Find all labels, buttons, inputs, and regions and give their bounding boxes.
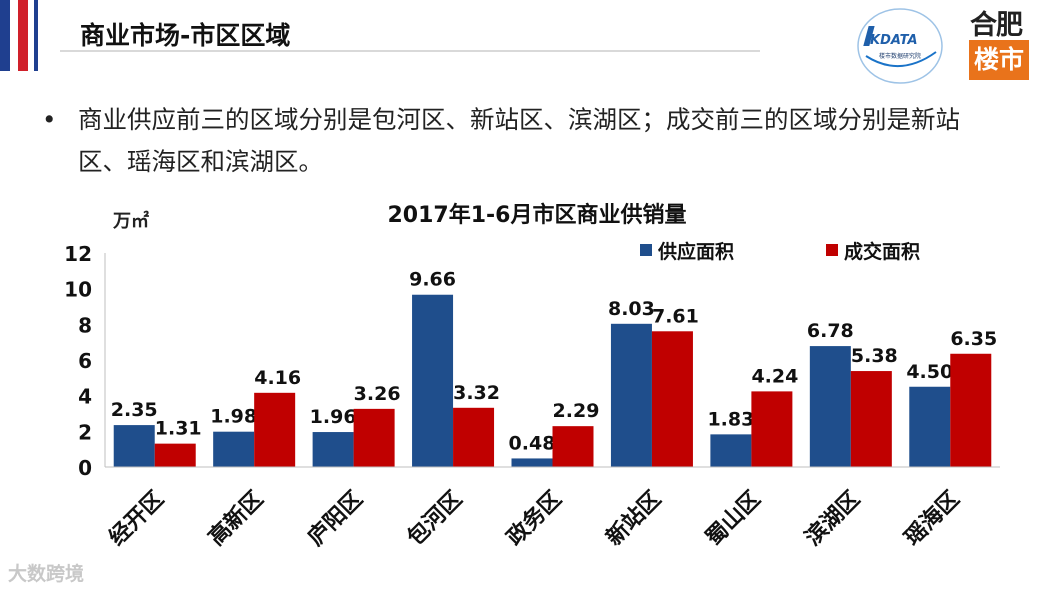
bar-transaction — [552, 426, 594, 467]
bar-transaction — [651, 331, 693, 467]
kdata-logo-subtitle: 楼市数据研究院 — [879, 52, 921, 60]
bar-transaction — [850, 371, 892, 467]
data-label: 2.29 — [553, 400, 600, 422]
data-label: 4.50 — [906, 361, 953, 383]
bullet-dot-icon: • — [42, 105, 57, 134]
bar-supply — [511, 458, 553, 467]
y-tick-label: 6 — [78, 349, 92, 373]
data-label: 1.31 — [155, 418, 202, 440]
chart-title: 2017年1-6月市区商业供销量 — [387, 203, 687, 228]
watermark: 大数跨境 — [8, 563, 85, 585]
data-label: 3.32 — [453, 382, 500, 404]
legend-label: 成交面积 — [844, 240, 920, 263]
bar-supply — [113, 425, 155, 467]
header-stripes — [0, 0, 40, 71]
y-tick-label: 10 — [64, 278, 92, 302]
bar-transaction — [950, 353, 992, 467]
bar-supply — [610, 323, 652, 467]
x-tick-label: 政务区 — [502, 486, 567, 551]
x-tick-label: 瑶海区 — [899, 486, 964, 551]
bar-supply — [710, 434, 752, 467]
legend-label: 供应面积 — [657, 240, 734, 263]
x-tick-label: 高新区 — [203, 486, 268, 551]
data-label: 1.96 — [310, 406, 357, 428]
y-tick-label: 2 — [78, 420, 92, 444]
x-tick-label: 新站区 — [601, 486, 666, 551]
data-label: 1.83 — [707, 408, 754, 430]
legend-swatch-supply — [640, 244, 652, 256]
bar-transaction — [154, 443, 196, 467]
data-label: 4.24 — [751, 365, 798, 387]
bar-supply — [809, 346, 851, 467]
title-divider — [60, 50, 760, 52]
data-label: 6.78 — [807, 320, 854, 342]
data-label: 1.98 — [210, 406, 257, 428]
bar-transaction — [353, 408, 395, 467]
legend-swatch-transaction — [826, 244, 838, 256]
y-axis-unit: 万㎡ — [113, 211, 149, 232]
y-tick-label: 12 — [64, 242, 92, 266]
data-label: 3.26 — [354, 383, 401, 405]
hefei-loushi-logo: 合肥 楼市 — [955, 3, 1037, 83]
page-title: 商业市场-市区区域 — [80, 21, 291, 50]
bar-transaction — [254, 392, 296, 467]
y-tick-label: 4 — [78, 385, 92, 409]
x-tick-label: 蜀山区 — [701, 487, 765, 551]
kdata-logo: KDATA 楼市数据研究院 — [857, 8, 943, 84]
data-label: 8.03 — [608, 298, 655, 320]
x-tick-label: 经开区 — [104, 486, 169, 551]
summary-text: 商业供应前三的区域分别是包河区、新站区、滨湖区；成交前三的区域分别是新站区、瑶海… — [78, 105, 960, 176]
data-label: 5.38 — [851, 345, 898, 367]
data-label: 0.48 — [509, 432, 556, 454]
bar-transaction — [453, 407, 495, 467]
logo-top-text: 合肥 — [970, 10, 1023, 41]
x-tick-label: 滨湖区 — [800, 486, 865, 551]
data-label: 7.61 — [652, 305, 699, 327]
data-label: 6.35 — [950, 328, 997, 350]
logo-bottom-text: 楼市 — [969, 40, 1029, 80]
x-tick-label: 包河区 — [402, 486, 467, 551]
y-tick-label: 8 — [78, 313, 92, 337]
bar-supply — [312, 432, 354, 467]
x-tick-label: 庐阳区 — [303, 486, 368, 551]
y-tick-label: 0 — [78, 456, 92, 480]
data-label: 2.35 — [111, 399, 158, 421]
data-label: 4.16 — [254, 367, 301, 389]
data-label: 9.66 — [409, 269, 456, 291]
bar-supply — [909, 386, 951, 467]
kdata-logo-text: KDATA — [870, 33, 918, 48]
bar-supply — [213, 431, 255, 467]
bar-supply — [412, 294, 454, 467]
bar-transaction — [751, 391, 793, 467]
